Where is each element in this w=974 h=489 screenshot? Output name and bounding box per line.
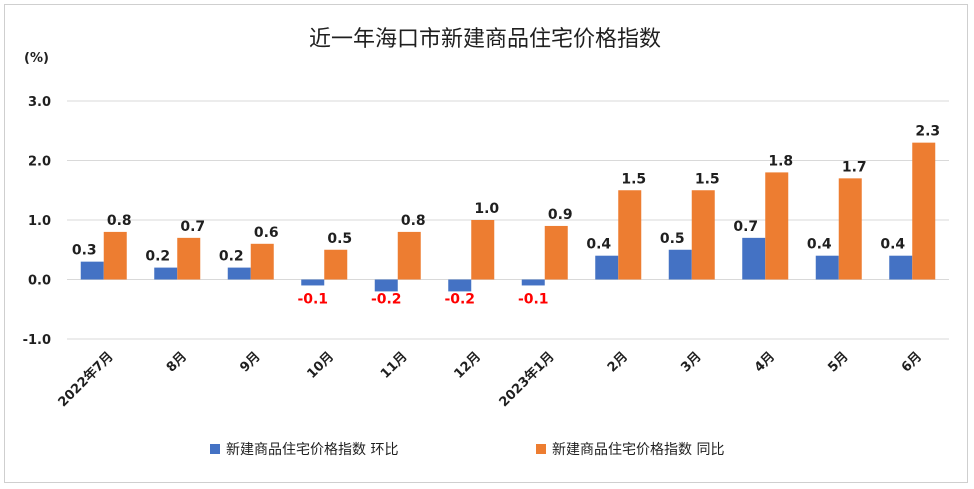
- bar-yoy: [324, 249, 348, 280]
- data-label: 0.7: [733, 219, 758, 235]
- data-label: 0.2: [219, 249, 244, 265]
- x-category-label: 6月: [899, 349, 925, 375]
- bar-mom: [154, 267, 178, 280]
- bar-mom: [742, 237, 766, 280]
- y-tick-label: 3.0: [28, 95, 51, 110]
- data-labels: 0.3 0.8 0.2 0.7 0.2 0.6 -0.1 0.5 -0.2 0.8 -0.2 1.0 -…: [72, 124, 940, 308]
- data-label: 0.6: [254, 225, 279, 241]
- y-tick-label: 0.0: [28, 274, 51, 289]
- bar-mom: [80, 261, 104, 280]
- legend-label: 新建商品住宅价格指数 同比: [552, 442, 724, 458]
- legend-swatch: [210, 444, 220, 454]
- bar-yoy: [838, 178, 862, 280]
- bar-yoy: [103, 231, 127, 280]
- data-label: 0.4: [807, 237, 832, 253]
- y-tick-label: 1.0: [28, 214, 51, 229]
- chart-canvas: 近一年海口市新建商品住宅价格指数 (%) 3.0 2.0 1.0 0.0 -1.0 0.…: [23, 27, 949, 458]
- bar-yoy: [544, 225, 568, 280]
- x-category-label: 12月: [451, 349, 484, 382]
- data-label: 0.2: [145, 249, 170, 265]
- bar-mom: [448, 279, 472, 292]
- data-label: 1.5: [695, 171, 720, 187]
- bar-mom: [668, 249, 692, 280]
- bar-mom: [227, 267, 251, 280]
- data-label: 0.5: [327, 231, 352, 247]
- bar-yoy: [691, 190, 715, 280]
- x-category-label: 8月: [164, 349, 190, 375]
- legend: 新建商品住宅价格指数 环比 新建商品住宅价格指数 同比: [210, 442, 724, 458]
- legend-swatch: [536, 444, 546, 454]
- bar-yoy: [765, 172, 789, 280]
- data-label: 1.7: [842, 159, 867, 175]
- data-label: 0.9: [548, 207, 573, 223]
- gridlines: [67, 100, 949, 340]
- data-label: 0.8: [401, 213, 426, 229]
- bar-yoy: [912, 142, 936, 280]
- bar-mom: [595, 255, 619, 280]
- chart-title: 近一年海口市新建商品住宅价格指数: [309, 27, 661, 52]
- y-tick-label: -1.0: [23, 333, 51, 348]
- chart-frame: 近一年海口市新建商品住宅价格指数 (%) 3.0 2.0 1.0 0.0 -1.0 0.…: [4, 4, 968, 483]
- bars: [80, 142, 936, 292]
- legend-label: 新建商品住宅价格指数 环比: [226, 442, 398, 458]
- data-label: 0.5: [660, 231, 685, 247]
- bar-mom: [815, 255, 839, 280]
- data-label: 0.4: [586, 237, 611, 253]
- x-category-label: 4月: [752, 349, 778, 375]
- bar-yoy: [397, 231, 421, 280]
- x-category-label: 2022年7月: [55, 349, 117, 411]
- x-category-label: 2月: [605, 349, 631, 375]
- y-axis-ticks: 3.0 2.0 1.0 0.0 -1.0: [23, 95, 51, 348]
- bar-mom: [889, 255, 913, 280]
- bar-yoy: [471, 220, 495, 280]
- data-label: 0.8: [107, 213, 132, 229]
- data-label: 1.5: [621, 171, 646, 187]
- data-label: 1.8: [768, 153, 793, 169]
- x-axis-categories: 2022年7月 8月 9月 10月 11月 12月 2023年1月 2月 3月 4月 5月 6月: [55, 349, 925, 411]
- bar-mom: [374, 279, 398, 292]
- x-category-label: 2023年1月: [496, 349, 558, 411]
- data-label: 0.4: [880, 237, 905, 253]
- y-axis-unit-label: (%): [24, 51, 49, 66]
- x-category-label: 3月: [678, 349, 704, 375]
- bar-yoy: [250, 243, 274, 280]
- data-label: -0.2: [444, 292, 475, 308]
- x-category-label: 5月: [825, 349, 851, 375]
- y-tick-label: 2.0: [28, 155, 51, 170]
- data-label: -0.1: [297, 292, 328, 308]
- data-label: -0.2: [371, 292, 402, 308]
- bar-yoy: [618, 190, 642, 280]
- bar-yoy: [177, 237, 201, 280]
- x-category-label: 10月: [304, 349, 337, 382]
- bar-mom: [301, 279, 325, 286]
- data-label: -0.1: [518, 292, 549, 308]
- data-label: 0.7: [180, 219, 205, 235]
- data-label: 1.0: [474, 201, 499, 217]
- x-category-label: 11月: [378, 349, 411, 382]
- data-label: 0.3: [72, 243, 97, 259]
- bar-mom: [521, 279, 545, 286]
- x-category-label: 9月: [237, 349, 263, 375]
- data-label: 2.3: [915, 124, 940, 140]
